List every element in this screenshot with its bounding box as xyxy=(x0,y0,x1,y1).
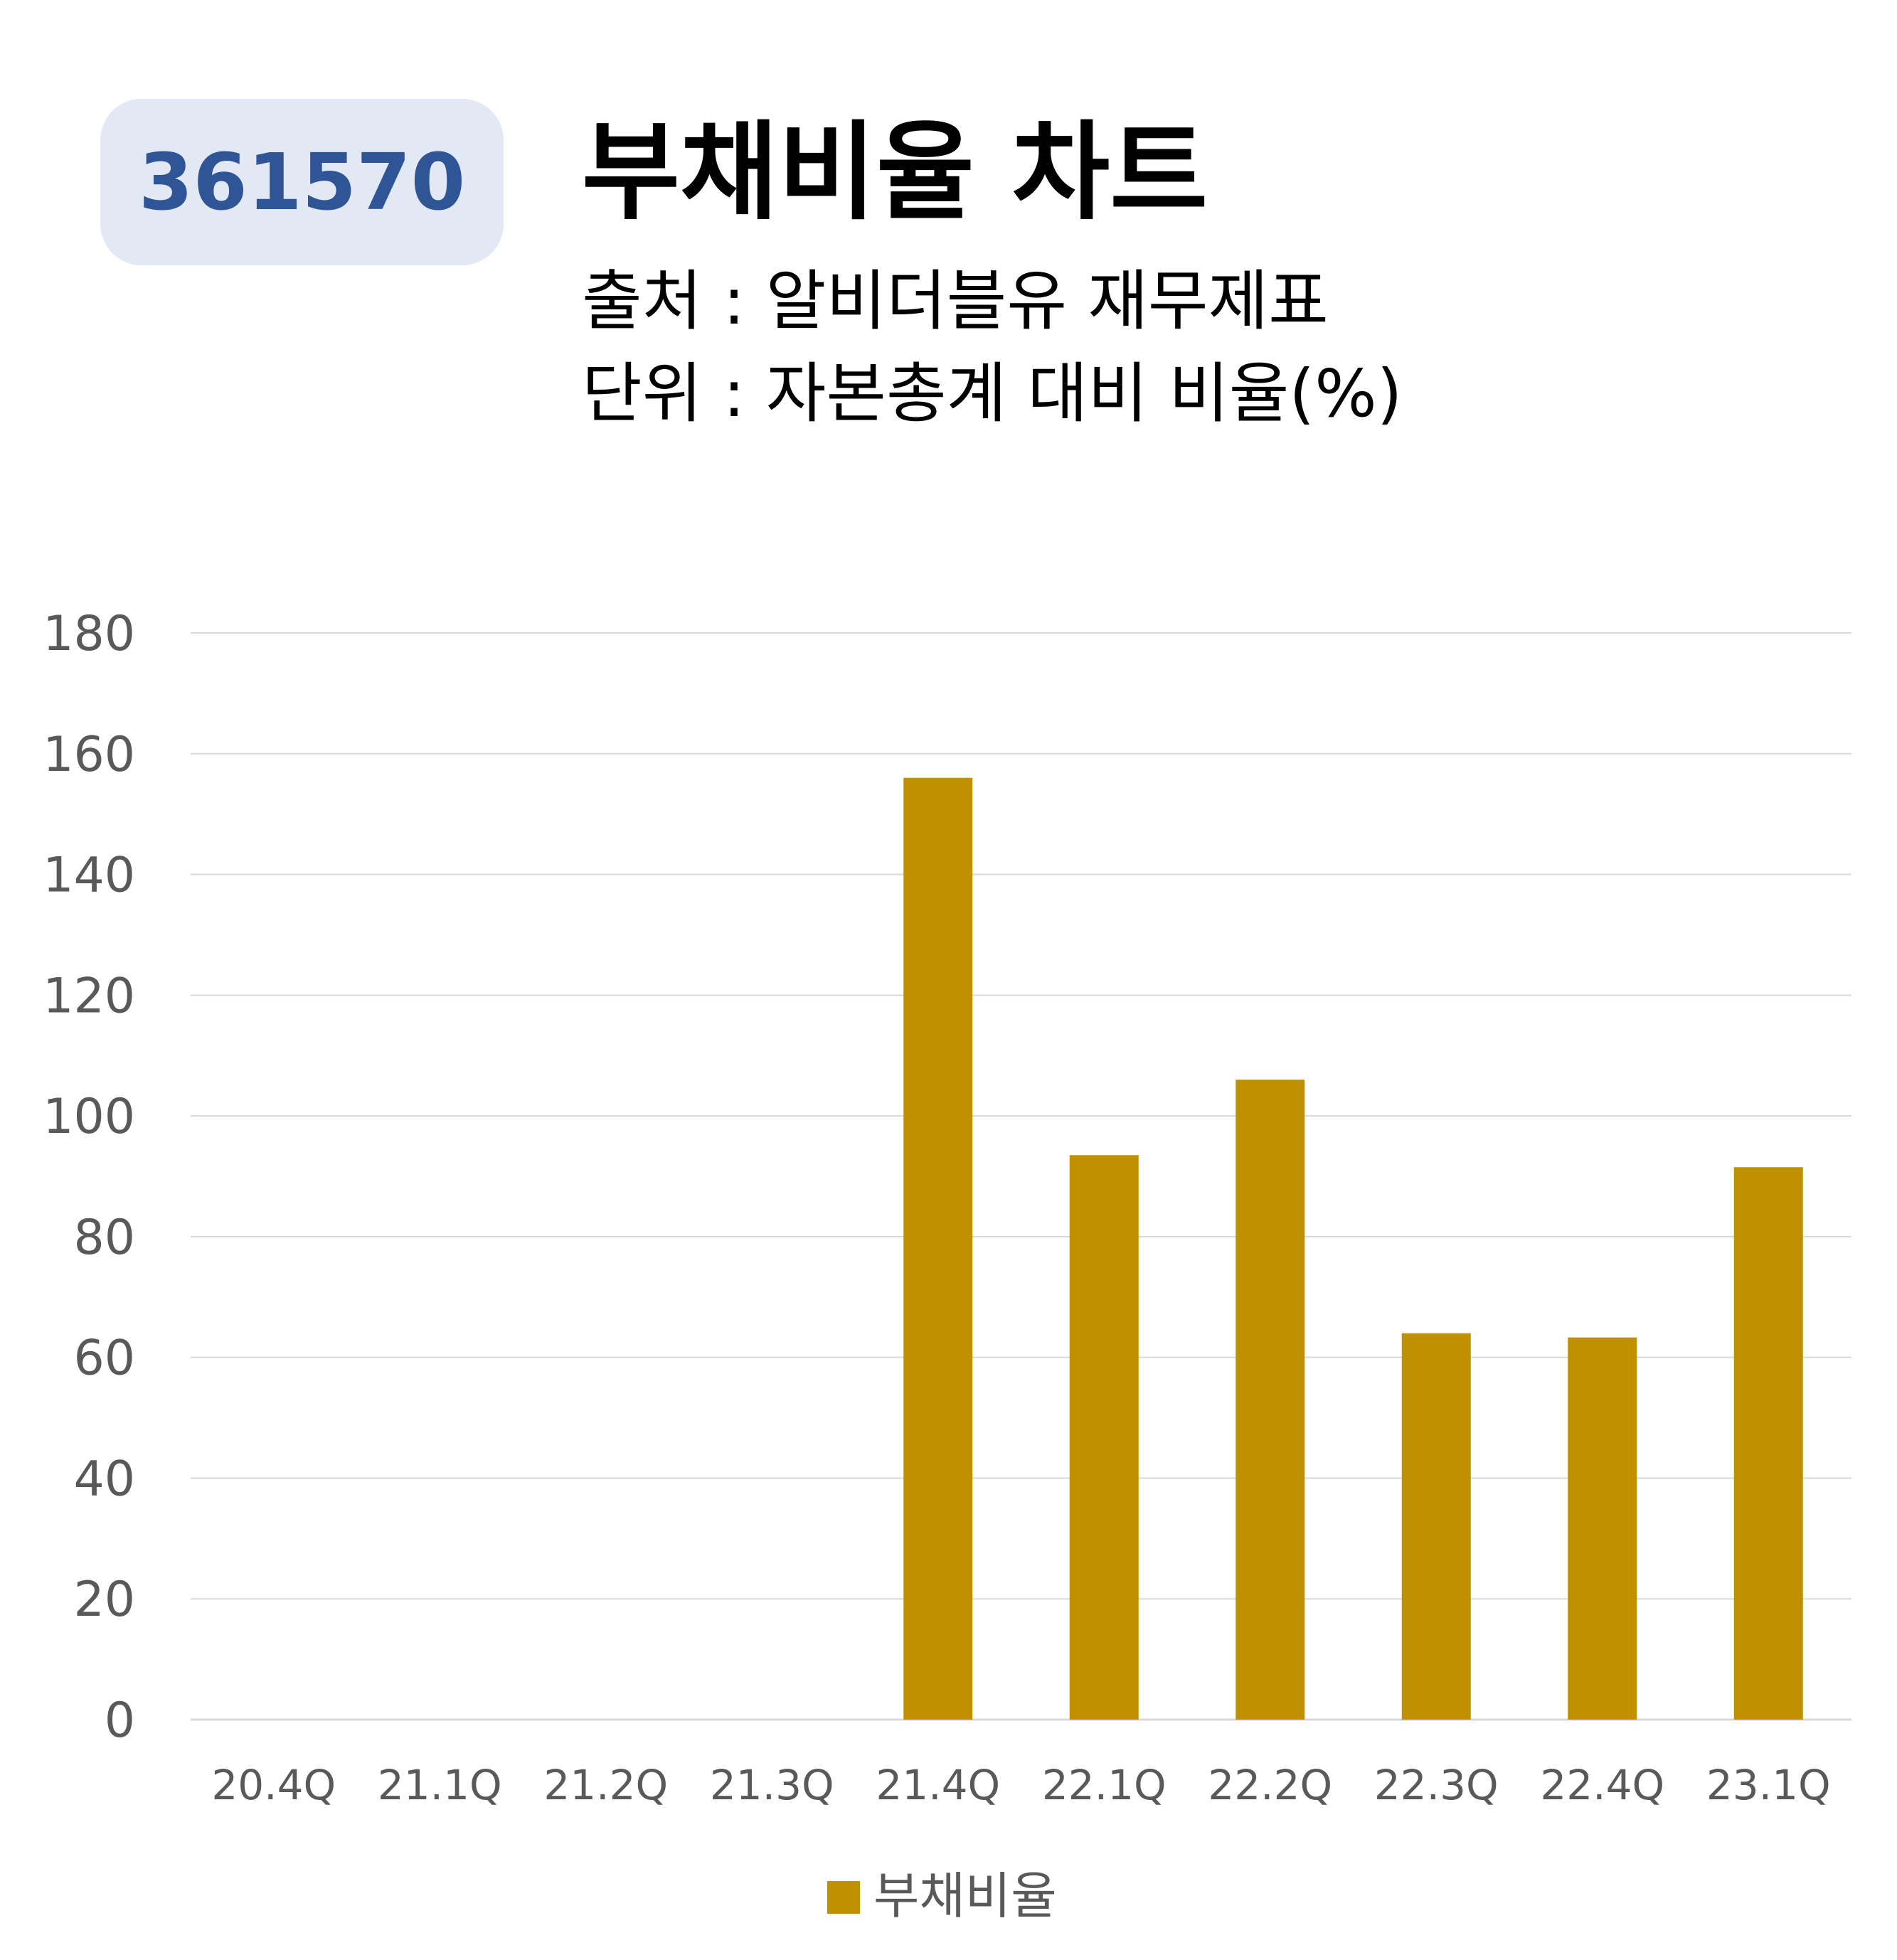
gridlines xyxy=(191,632,1851,1721)
y-tick-label: 160 xyxy=(43,727,135,783)
source-note: 출처 : 알비더블유 재무제표 xyxy=(582,263,1329,339)
legend-swatch xyxy=(827,1881,860,1914)
x-tick-label: 21.3Q xyxy=(710,1761,834,1809)
y-tick-label: 60 xyxy=(73,1331,135,1387)
ticker-badge: 361570 xyxy=(100,99,504,265)
x-tick-label: 21.1Q xyxy=(378,1761,502,1809)
bar-22.3Q xyxy=(1401,1333,1471,1720)
bar-23.1Q xyxy=(1733,1167,1803,1720)
x-tick-label: 22.1Q xyxy=(1042,1761,1167,1809)
unit-note: 단위 : 자본총계 대비 비율(%) xyxy=(582,356,1403,432)
y-tick-label: 120 xyxy=(43,968,135,1024)
y-tick-label: 100 xyxy=(43,1089,135,1145)
y-tick-label: 40 xyxy=(73,1451,135,1507)
bar-22.4Q xyxy=(1568,1337,1637,1720)
x-tick-label: 22.2Q xyxy=(1208,1761,1332,1809)
y-tick-label: 180 xyxy=(43,606,135,662)
bar-22.2Q xyxy=(1236,1080,1305,1720)
chart-title: 부채비율 차트 xyxy=(582,111,1208,235)
y-tick-label: 0 xyxy=(105,1693,135,1749)
x-tick-label: 21.2Q xyxy=(543,1761,668,1809)
x-tick-label: 21.4Q xyxy=(876,1761,1000,1809)
x-tick-label: 22.3Q xyxy=(1374,1761,1499,1809)
x-axis: 20.4Q 21.1Q 21.2Q 21.3Q 21.4Q 22.1Q 22.2Q 22.3Q… xyxy=(211,1761,1830,1809)
y-tick-label: 140 xyxy=(43,848,135,904)
ticker-code: 361570 xyxy=(138,137,466,228)
y-tick-label: 20 xyxy=(73,1572,135,1628)
x-tick-label: 22.4Q xyxy=(1540,1761,1664,1809)
x-tick-label: 23.1Q xyxy=(1706,1761,1831,1809)
bars xyxy=(903,777,1803,1720)
legend-label: 부채비율 xyxy=(873,1867,1057,1925)
x-tick-label: 20.4Q xyxy=(211,1761,336,1809)
bar-22.1Q xyxy=(1069,1155,1139,1720)
y-tick-label: 80 xyxy=(73,1210,135,1266)
bar-21.4Q xyxy=(903,777,973,1720)
legend: 부채비율 xyxy=(827,1867,1057,1925)
y-axis: 0 20 40 60 80 100 120 140 160 180 xyxy=(43,606,135,1749)
